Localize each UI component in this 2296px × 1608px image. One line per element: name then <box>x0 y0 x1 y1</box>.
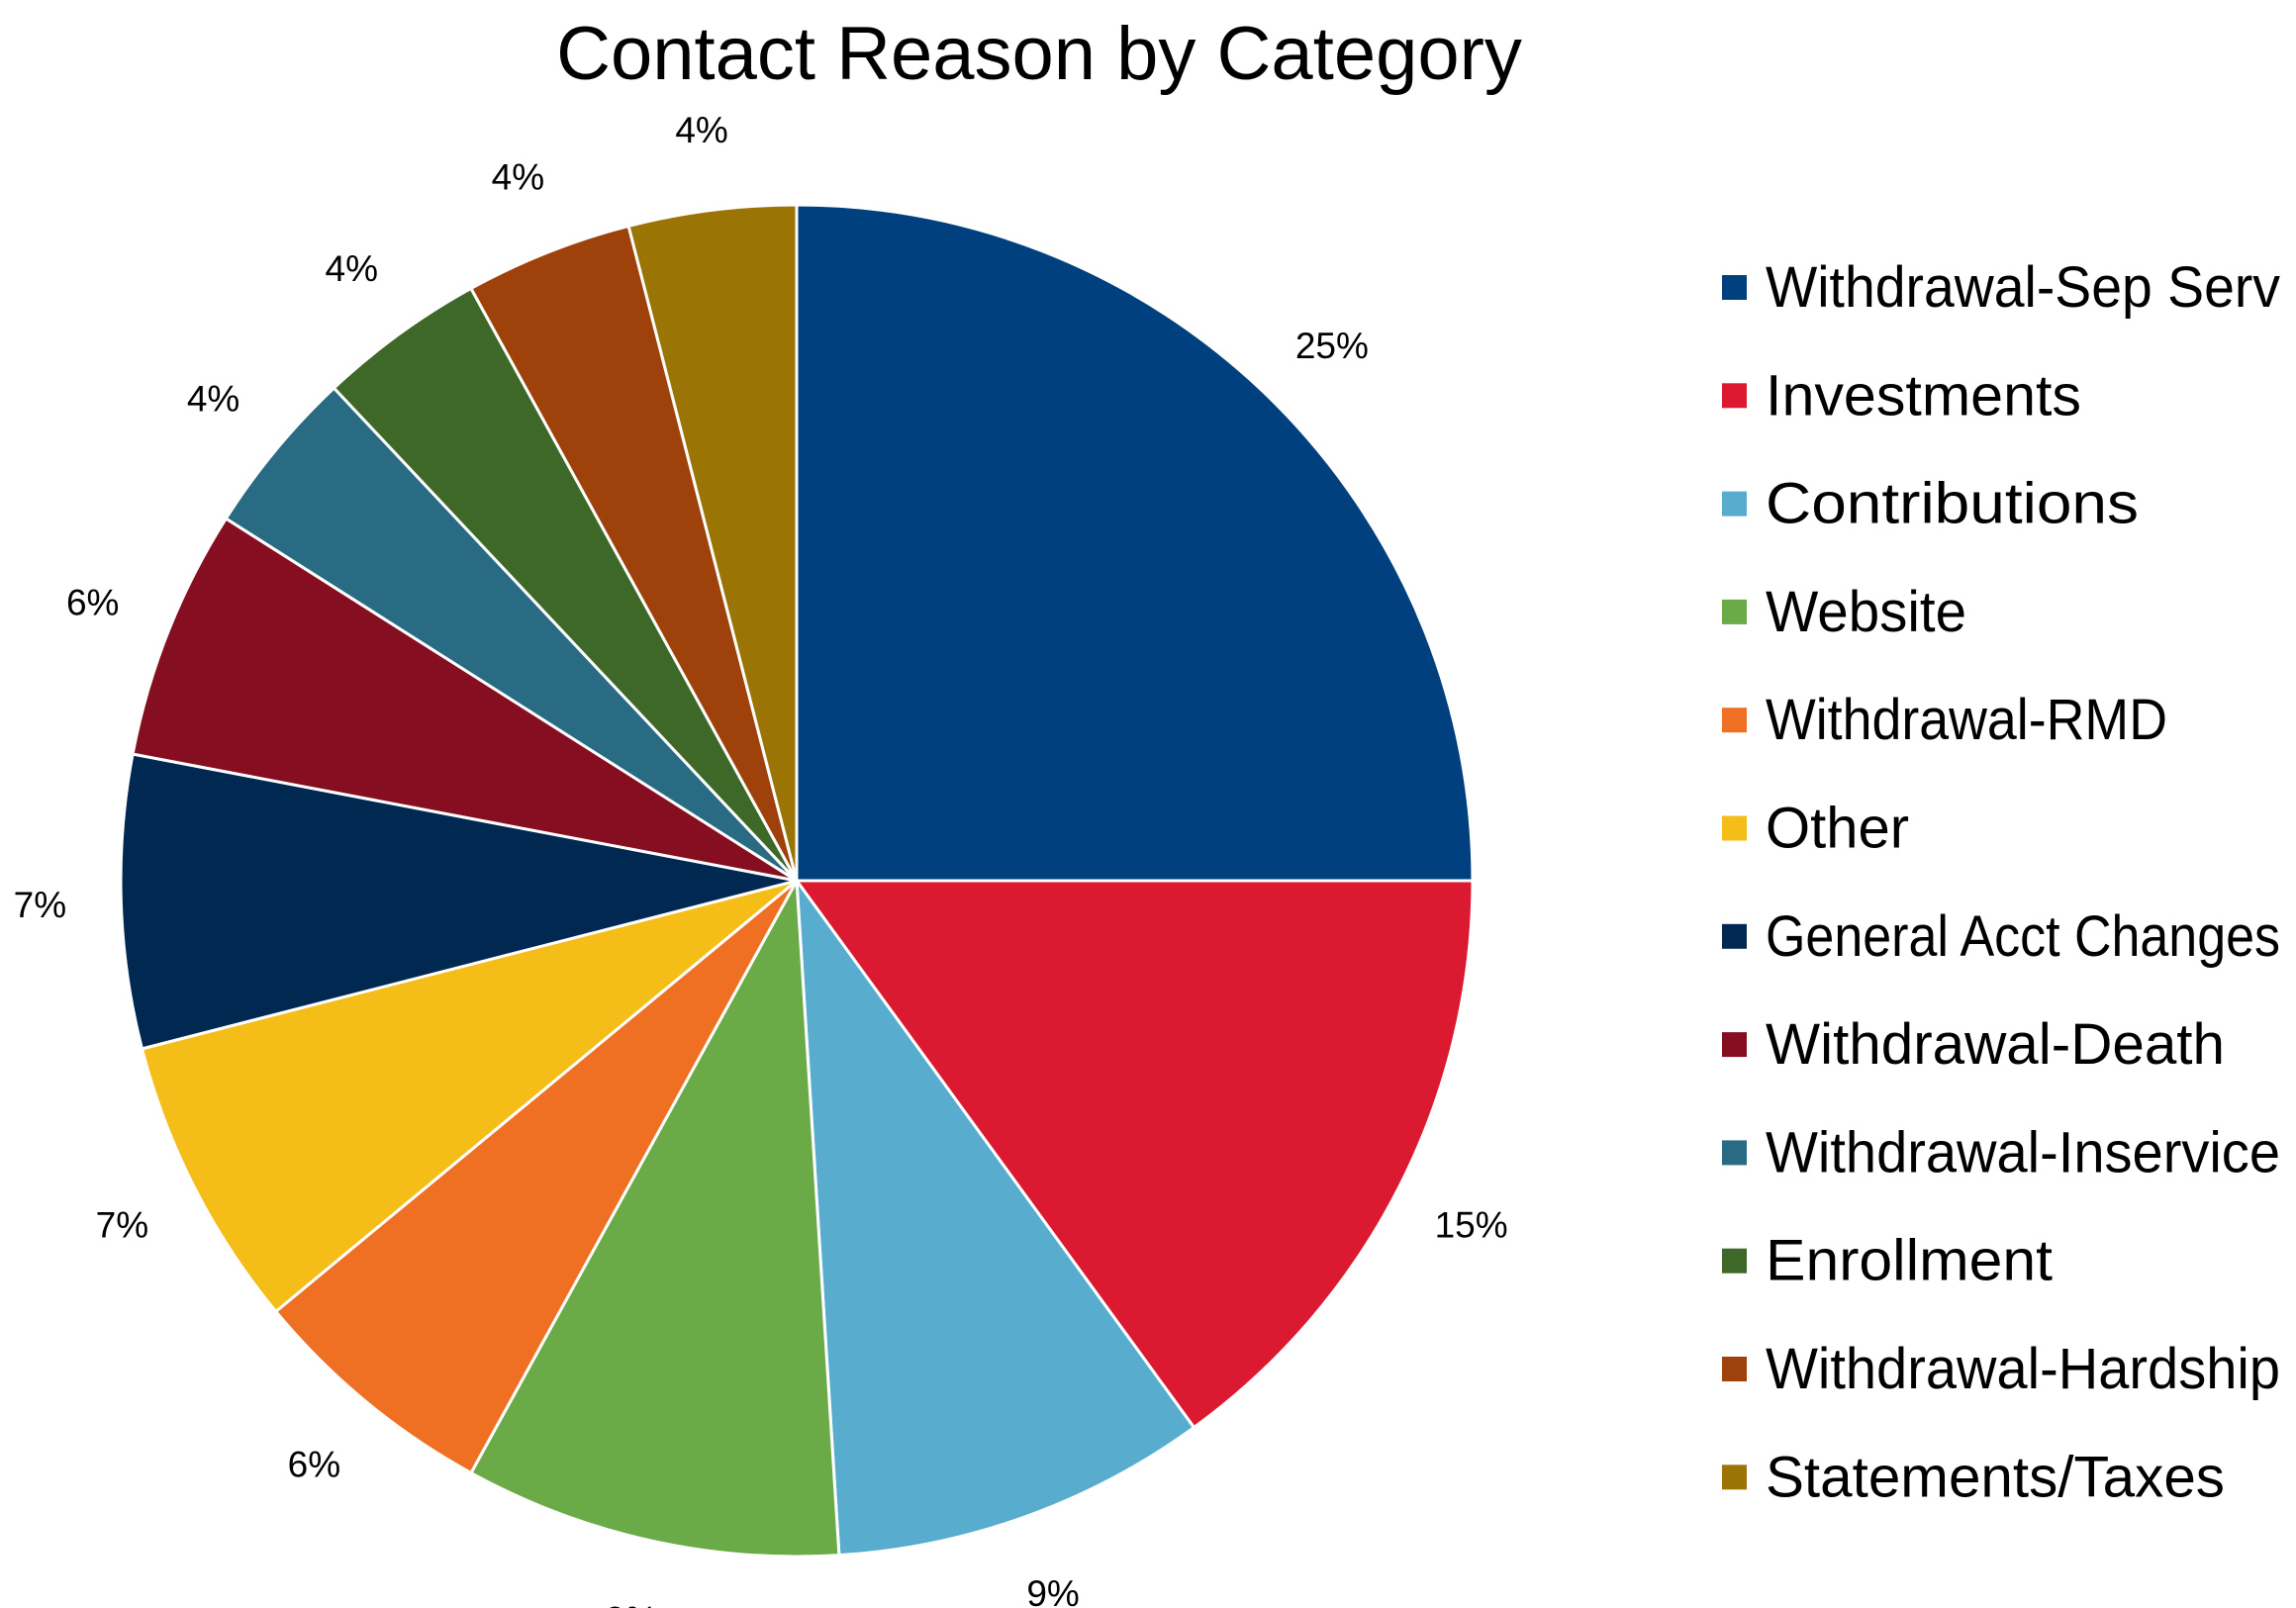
data-label-withdrawal-sep-serv: 25% <box>1295 326 1369 366</box>
legend-label-enrollment: Enrollment <box>1766 1229 2053 1293</box>
legend-swatch-withdrawal-rmd <box>1722 708 1747 732</box>
legend-label-contributions: Contributions <box>1766 472 2139 536</box>
legend-label-general-acct-changes: General Acct Changes <box>1766 904 2280 969</box>
legend-swatch-withdrawal-inservice <box>1722 1140 1747 1165</box>
data-label-contributions: 9% <box>1026 1573 1079 1608</box>
legend-label-withdrawal-death: Withdrawal-Death <box>1766 1012 2225 1077</box>
pie-slices <box>121 205 1473 1557</box>
legend-label-other: Other <box>1766 797 1909 861</box>
legend-swatch-withdrawal-hardship <box>1722 1357 1747 1381</box>
data-label-withdrawal-rmd: 6% <box>288 1444 340 1484</box>
legend-swatch-statements-taxes <box>1722 1465 1747 1489</box>
data-label-investments: 15% <box>1435 1204 1508 1245</box>
legend-swatch-withdrawal-death <box>1722 1032 1747 1057</box>
chart-title: Contact Reason by Category <box>556 12 1522 96</box>
legend-label-withdrawal-inservice: Withdrawal-Inservice <box>1766 1120 2280 1184</box>
legend-label-withdrawal-rmd: Withdrawal-RMD <box>1766 688 2167 752</box>
data-label-withdrawal-death: 6% <box>66 582 119 622</box>
legend-label-withdrawal-sep-serv: Withdrawal-Sep Serv <box>1766 255 2280 320</box>
legend-swatch-website <box>1722 600 1747 624</box>
legend-swatch-other <box>1722 816 1747 841</box>
data-label-withdrawal-hardship: 4% <box>492 157 544 198</box>
data-label-withdrawal-inservice: 4% <box>187 378 239 419</box>
data-label-statements-taxes: 4% <box>675 110 727 150</box>
legend: Withdrawal-Sep Serv Investments Contributi… <box>1722 255 2280 1509</box>
data-label-website: 9% <box>605 1600 657 1608</box>
legend-swatch-contributions <box>1722 492 1747 517</box>
data-label-enrollment: 4% <box>326 248 378 289</box>
data-label-other: 7% <box>96 1204 148 1245</box>
legend-label-website: Website <box>1766 580 1966 644</box>
data-label-general-acct-changes: 7% <box>14 885 66 925</box>
legend-swatch-withdrawal-sep-serv <box>1722 275 1747 300</box>
legend-swatch-investments <box>1722 383 1747 408</box>
legend-label-withdrawal-hardship: Withdrawal-Hardship <box>1766 1337 2280 1401</box>
pie-slice-withdrawal-sep-serv <box>797 205 1473 881</box>
legend-label-statements-taxes: Statements/Taxes <box>1766 1445 2225 1509</box>
legend-swatch-enrollment <box>1722 1249 1747 1274</box>
legend-swatch-general-acct-changes <box>1722 924 1747 949</box>
legend-label-investments: Investments <box>1766 363 2081 427</box>
